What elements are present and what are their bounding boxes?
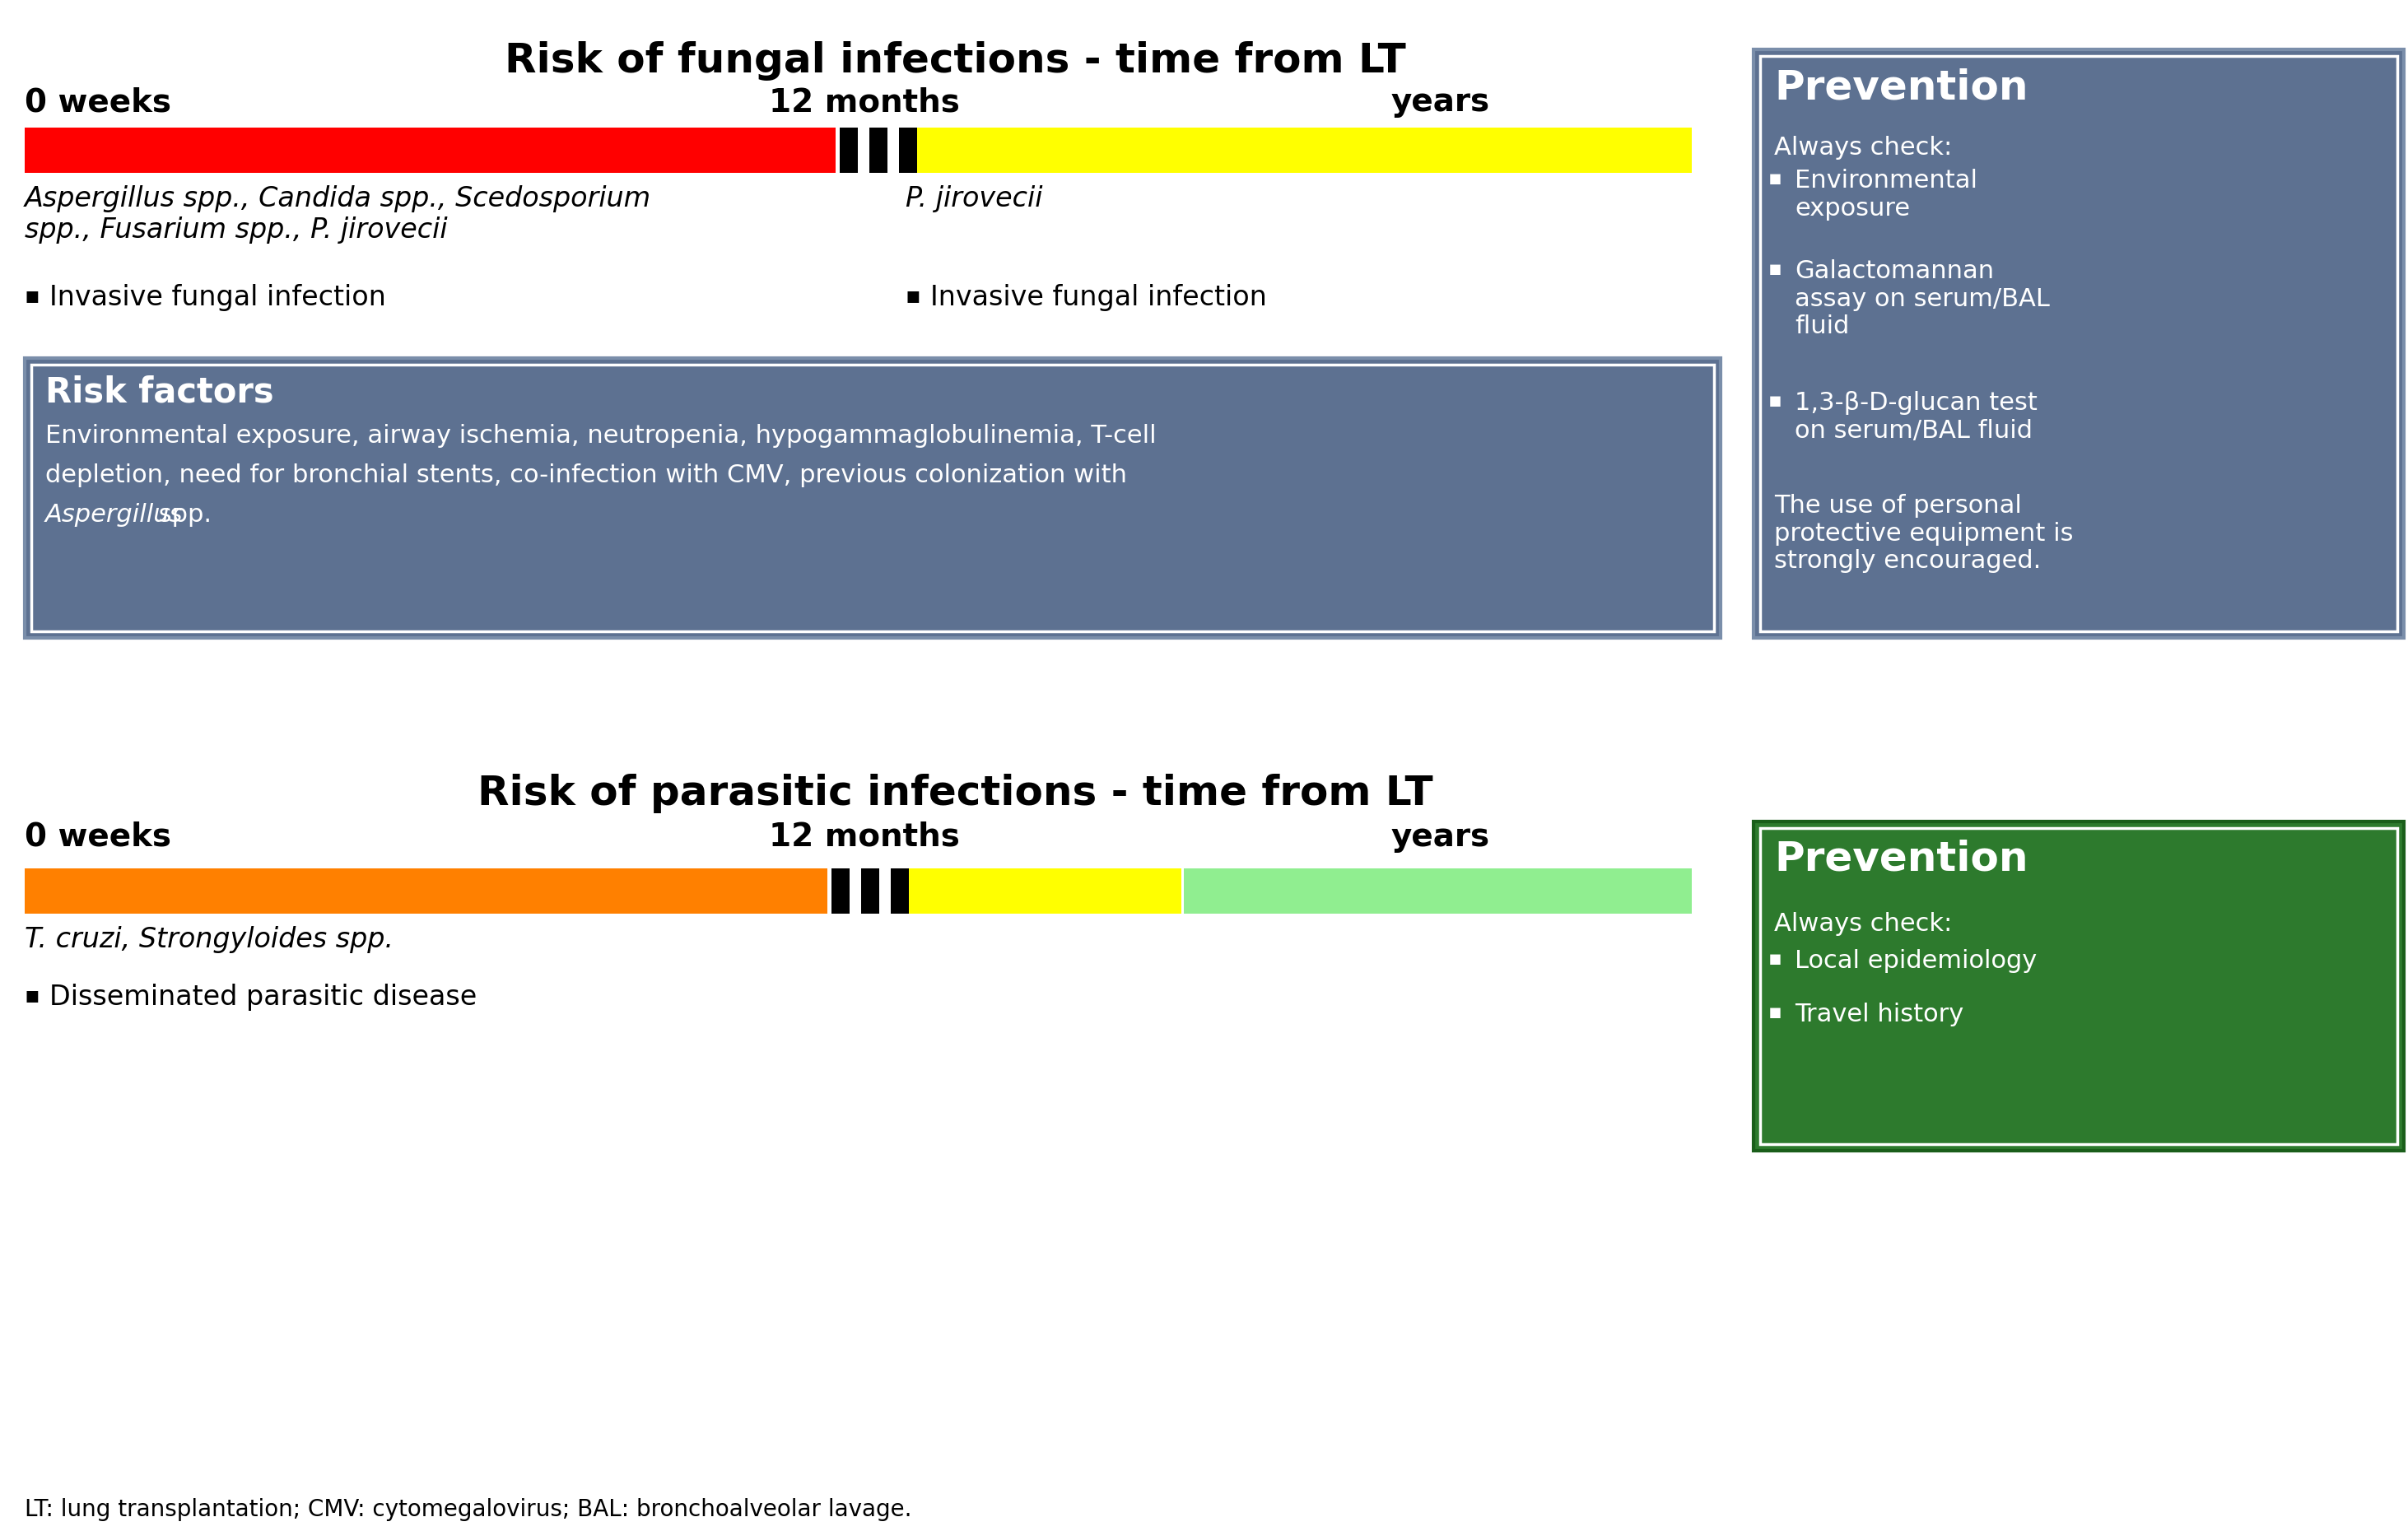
Bar (831, 868, 850, 914)
Bar (1185, 868, 1693, 914)
Text: Risk factors: Risk factors (46, 375, 275, 409)
Text: Local epidemiology: Local epidemiology (1794, 949, 2037, 972)
Text: ▪: ▪ (1767, 1003, 1782, 1023)
Bar (24, 127, 836, 173)
Text: depletion, need for bronchial stents, co-infection with CMV, previous colonizati: depletion, need for bronchial stents, co… (46, 464, 1127, 487)
Bar (24, 358, 1722, 638)
Text: 12 months: 12 months (768, 822, 961, 853)
Text: Prevention: Prevention (1775, 67, 2028, 107)
Bar (1760, 828, 2398, 1144)
Text: Invasive fungal infection: Invasive fungal infection (51, 283, 385, 311)
Text: Environmental
exposure: Environmental exposure (1794, 168, 1977, 220)
Text: Risk of fungal infections - time from LT: Risk of fungal infections - time from LT (503, 41, 1406, 81)
Text: 1,3-β-D-glucan test
on serum/BAL fluid: 1,3-β-D-glucan test on serum/BAL fluid (1794, 390, 2037, 442)
Bar (1753, 49, 2403, 638)
Text: ▪: ▪ (24, 283, 41, 308)
Text: Environmental exposure, airway ischemia, neutropenia, hypogammaglobulinemia, T-c: Environmental exposure, airway ischemia,… (46, 424, 1156, 447)
Text: Always check:: Always check: (1775, 912, 1953, 935)
Bar (31, 364, 1714, 631)
Bar (891, 868, 908, 914)
Bar (862, 868, 879, 914)
Text: Prevention: Prevention (1775, 839, 2028, 879)
Text: 0 weeks: 0 weeks (24, 822, 171, 853)
Bar (24, 868, 828, 914)
Text: spp., Fusarium spp., P. jirovecii: spp., Fusarium spp., P. jirovecii (24, 216, 448, 243)
Text: P. jirovecii: P. jirovecii (905, 185, 1043, 213)
Text: ▪: ▪ (1767, 168, 1782, 188)
Text: ▪: ▪ (905, 283, 920, 308)
Bar (869, 127, 889, 173)
Text: The use of personal
protective equipment is
strongly encouraged.: The use of personal protective equipment… (1775, 495, 2073, 573)
Text: LT: lung transplantation; CMV: cytomegalovirus; BAL: bronchoalveolar lavage.: LT: lung transplantation; CMV: cytomegal… (24, 1497, 913, 1522)
Bar (840, 127, 857, 173)
Bar (901, 868, 1182, 914)
Bar (1760, 57, 2398, 631)
Text: Aspergillus: Aspergillus (46, 502, 183, 527)
Text: Risk of parasitic infections - time from LT: Risk of parasitic infections - time from… (477, 773, 1433, 813)
Text: Travel history: Travel history (1794, 1003, 1963, 1026)
Text: Galactomannan
assay on serum/BAL
fluid: Galactomannan assay on serum/BAL fluid (1794, 259, 2049, 338)
Bar (905, 127, 1693, 173)
Text: 12 months: 12 months (768, 86, 961, 118)
Text: Always check:: Always check: (1775, 136, 1953, 159)
Text: 0 weeks: 0 weeks (24, 86, 171, 118)
Text: spp.: spp. (152, 502, 212, 527)
Text: Disseminated parasitic disease: Disseminated parasitic disease (51, 983, 477, 1010)
Text: ▪: ▪ (1767, 259, 1782, 279)
Bar (898, 127, 917, 173)
Text: years: years (1392, 822, 1491, 853)
Text: years: years (1392, 86, 1491, 118)
Text: Aspergillus spp., Candida spp., Scedosporium: Aspergillus spp., Candida spp., Scedospo… (24, 185, 650, 213)
Text: T. cruzi, Strongyloides spp.: T. cruzi, Strongyloides spp. (24, 926, 393, 954)
Text: ▪: ▪ (1767, 949, 1782, 969)
Bar (1753, 822, 2403, 1151)
Text: ▪: ▪ (1767, 390, 1782, 410)
Text: ▪: ▪ (24, 983, 41, 1007)
Text: Invasive fungal infection: Invasive fungal infection (929, 283, 1267, 311)
